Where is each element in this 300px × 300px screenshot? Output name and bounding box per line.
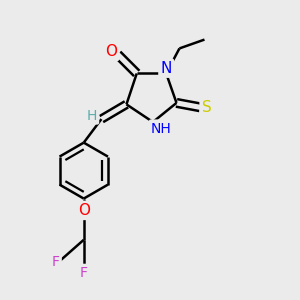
Text: F: F xyxy=(52,255,60,269)
Text: S: S xyxy=(202,100,212,115)
Text: O: O xyxy=(78,203,90,218)
Text: O: O xyxy=(105,44,117,59)
Text: NH: NH xyxy=(151,122,172,136)
Text: H: H xyxy=(87,109,97,122)
Text: F: F xyxy=(80,266,88,280)
Text: N: N xyxy=(160,61,172,76)
